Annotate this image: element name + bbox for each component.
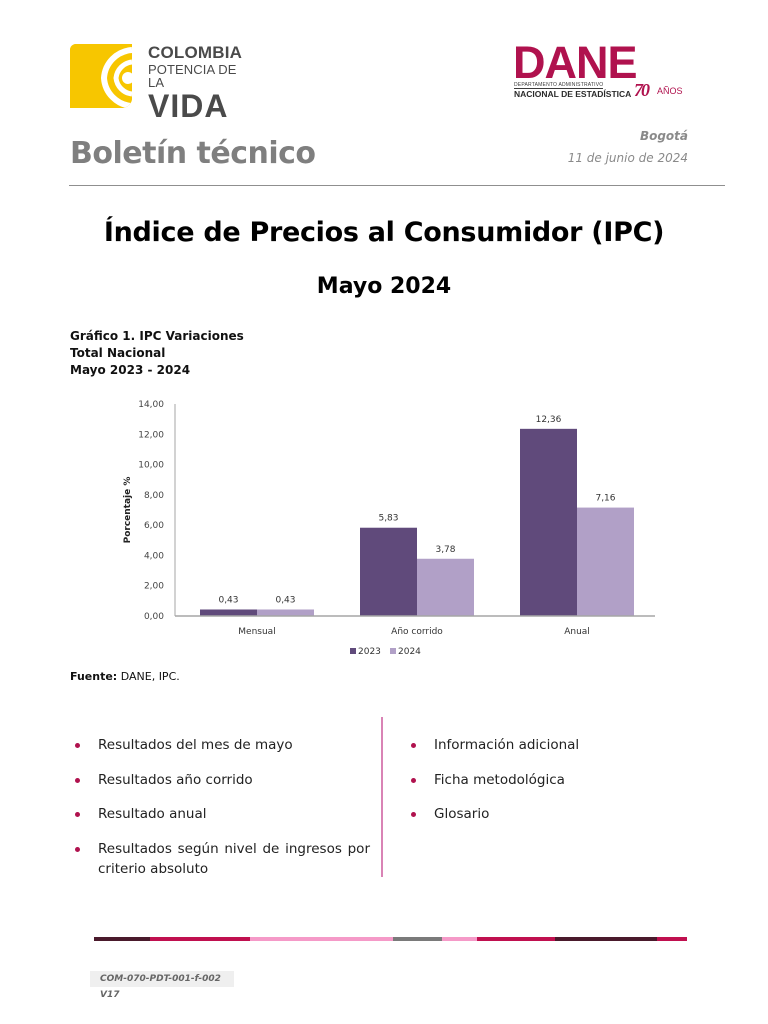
dane-anniversary-number: 70: [634, 80, 650, 100]
legend-swatch-2024: [390, 648, 396, 654]
source-label: Fuente:: [70, 670, 118, 683]
stripe-segment: [250, 937, 393, 941]
page-title: Índice de Precios al Consumidor (IPC): [103, 217, 665, 248]
bar-series: 0,43 0,43 5,83 3,78 12,36 7,16: [200, 415, 634, 616]
city-label: Bogotá: [639, 129, 688, 143]
dane-subtitle-main: NACIONAL DE ESTADÍSTICA: [514, 89, 632, 99]
contents-item-annual-result[interactable]: Resultado anual: [74, 804, 370, 824]
y-tick-label: 12,00: [138, 430, 164, 440]
y-tick-label: 8,00: [144, 491, 164, 501]
chart-caption-line3: Mayo 2023 - 2024: [70, 363, 191, 377]
chart-legend: 2023 2024: [350, 647, 421, 657]
colombia-potencia-de-la-vida-logo: COLOMBIA POTENCIA DE LA VIDA: [70, 44, 250, 122]
bullet-icon: [75, 743, 80, 748]
bullet-icon: [411, 743, 416, 748]
contents-item-year-to-date-results[interactable]: Resultados año corrido: [74, 770, 370, 790]
x-category-label: Mensual: [238, 627, 275, 637]
colombia-logo-line2: POTENCIA DE LA: [148, 62, 237, 90]
dane-anniversary-label: AÑOS: [657, 86, 683, 96]
y-tick-label: 4,00: [144, 551, 164, 561]
contents-list-left: Resultados del mes de mayo Resultados añ…: [74, 735, 370, 893]
bar-2024: [577, 507, 634, 616]
bar-2024: [257, 609, 314, 616]
dane-subtitle-small: DEPARTAMENTO ADMINISTRATIVO: [514, 82, 604, 89]
x-axis-labels: Mensual Año corrido Anual: [238, 627, 590, 637]
stripe-segment: [555, 937, 657, 941]
colombia-logo-line1: COLOMBIA: [148, 43, 243, 62]
chart-caption-line1: Gráfico 1. IPC Variaciones: [70, 329, 244, 343]
stripe-segment: [657, 937, 687, 941]
bar-2023: [200, 609, 257, 616]
contents-item-methodology-sheet[interactable]: Ficha metodológica: [410, 770, 670, 790]
bar-data-label: 0,43: [275, 595, 295, 605]
chart-caption: Gráfico 1. IPC Variaciones Total Naciona…: [70, 328, 244, 379]
source-value: DANE, IPC.: [117, 670, 180, 683]
y-tick-label: 0,00: [144, 612, 164, 622]
dane-logo: DANE DEPARTAMENTO ADMINISTRATIVO NACIONA…: [513, 40, 693, 104]
colombia-logo-icon: [70, 44, 132, 108]
stripe-segment: [477, 937, 555, 941]
contents-item-glossary[interactable]: Glosario: [410, 804, 670, 824]
publication-date: 11 de junio de 2024: [567, 151, 688, 165]
document-type-heading: Boletín técnico: [70, 136, 316, 171]
bar-2023: [520, 428, 577, 616]
stripe-segment: [442, 937, 477, 941]
bar-data-label: 7,16: [595, 494, 615, 504]
contents-item-additional-info[interactable]: Información adicional: [410, 735, 670, 755]
y-axis-ticks: 0,00 2,00 4,00 6,00 8,00 10,00 12,00 14,00: [138, 400, 164, 622]
x-category-label: Anual: [564, 627, 590, 637]
footer-color-stripe: [94, 937, 687, 941]
bullet-icon: [75, 846, 80, 852]
contents-list-right: Información adicional Ficha metodológica…: [410, 735, 670, 839]
dane-wordmark: DANE: [513, 37, 638, 88]
contents-divider: [381, 717, 383, 877]
chart-caption-line2: Total Nacional: [70, 346, 166, 360]
stripe-segment: [150, 937, 250, 941]
bar-data-label: 3,78: [435, 545, 455, 555]
stripe-segment: [94, 937, 150, 941]
bullet-icon: [411, 777, 416, 783]
chart-source: Fuente: DANE, IPC.: [70, 670, 180, 683]
colombia-logo-text: COLOMBIA POTENCIA DE LA VIDA: [148, 44, 250, 122]
colombia-logo-line3: VIDA: [148, 88, 229, 124]
page-subtitle: Mayo 2024: [316, 274, 452, 299]
legend-label-2024: 2024: [398, 647, 421, 657]
bar-data-label: 12,36: [536, 415, 562, 425]
header-divider: [69, 185, 725, 186]
bar-data-label: 5,83: [378, 514, 398, 524]
contents-item-monthly-results[interactable]: Resultados del mes de mayo: [74, 735, 370, 755]
document-code: COM-070-PDT-001-f-002 V17: [90, 971, 234, 1000]
bullet-icon: [411, 812, 416, 817]
bar-2024: [417, 558, 474, 616]
y-axis-title: Porcentaje %: [123, 477, 133, 544]
bar-2023: [360, 527, 417, 616]
stripe-segment: [393, 937, 442, 941]
bullet-icon: [75, 777, 80, 783]
ipc-bar-chart: 0,00 2,00 4,00 6,00 8,00 10,00 12,00 14,00 0,43…: [100, 390, 680, 670]
legend-swatch-2023: [350, 648, 356, 654]
y-tick-label: 10,00: [138, 461, 164, 471]
y-tick-label: 2,00: [144, 582, 164, 592]
y-tick-label: 6,00: [144, 521, 164, 531]
x-category-label: Año corrido: [391, 627, 443, 637]
bullet-icon: [75, 812, 80, 817]
legend-label-2023: 2023: [358, 647, 381, 657]
contents-item-income-level-results[interactable]: Resultados según nivel de ingresos por c…: [74, 839, 370, 879]
bar-data-label: 0,43: [218, 595, 238, 605]
y-tick-label: 14,00: [138, 400, 164, 410]
